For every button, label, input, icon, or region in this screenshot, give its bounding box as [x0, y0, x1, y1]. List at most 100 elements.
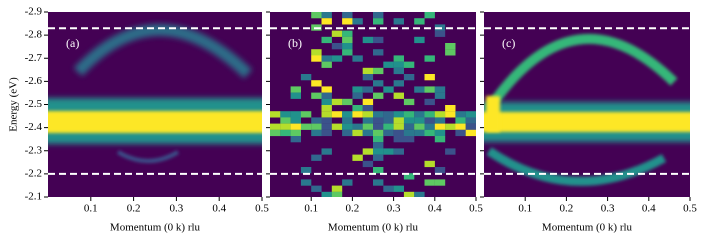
- map-cell: [290, 129, 301, 137]
- map-cell: [424, 55, 435, 62]
- map-cell: [352, 86, 363, 93]
- map-cell: [311, 80, 322, 87]
- y-tick-label: -2.8: [25, 29, 43, 41]
- y-tick-label: -2.4: [25, 121, 43, 133]
- map-cell: [311, 92, 322, 99]
- map-cell: [321, 191, 332, 197]
- x-tick-label: 0.4: [212, 203, 226, 215]
- map-cell: [383, 148, 394, 155]
- map-cell: [465, 117, 476, 124]
- x-tick-label: 0.3: [601, 203, 615, 215]
- map-cell: [393, 136, 404, 143]
- map-cell: [342, 117, 353, 124]
- map-cell: [465, 111, 476, 118]
- map-cell: [331, 55, 343, 62]
- x-tick-label: 0.5: [255, 203, 269, 215]
- map-cell: [393, 18, 404, 25]
- map-cell: [331, 123, 343, 130]
- map-cell: [362, 105, 374, 112]
- map-cell: [290, 136, 301, 143]
- map-cell: [403, 123, 415, 130]
- map-cell: [373, 167, 384, 174]
- x-tick-label: 0.3: [170, 203, 184, 215]
- map-cell: [362, 86, 374, 93]
- map-cell: [414, 191, 425, 197]
- map-cell: [434, 129, 446, 137]
- map-cell: [393, 67, 404, 75]
- map-cell: [311, 154, 322, 161]
- map-cell: [445, 148, 456, 155]
- map-cell: [445, 123, 456, 130]
- map-cell: [393, 55, 404, 62]
- map-cell: [321, 92, 332, 99]
- map-cell: [383, 86, 394, 93]
- map-cell: [311, 117, 322, 124]
- y-tick-label: -2.2: [25, 167, 42, 179]
- map-cell: [342, 49, 353, 56]
- map-cell: [290, 117, 301, 124]
- map-cell: [414, 111, 425, 118]
- map-cell: [465, 129, 476, 137]
- map-cell: [321, 111, 332, 118]
- map-cell: [331, 98, 343, 106]
- map-cell: [352, 18, 363, 25]
- map-cell: [373, 92, 384, 99]
- map-cell: [403, 61, 415, 68]
- map-cell: [362, 98, 374, 106]
- map-cell: [270, 111, 281, 118]
- map-cell: [311, 185, 322, 192]
- map-cell: [321, 55, 332, 62]
- y-tick-label: -2.1: [25, 191, 42, 203]
- x-tick-label: 0.5: [683, 203, 697, 215]
- map-cell: [445, 105, 456, 112]
- map-cell: [362, 123, 374, 130]
- map-cell: [331, 191, 343, 197]
- map-cell: [373, 123, 384, 130]
- panel-c-map: [484, 12, 690, 197]
- map-cell: [393, 148, 404, 155]
- x-axis-label: Momentum (0 k) rlu: [542, 222, 633, 234]
- map-cell: [331, 111, 343, 118]
- map-cell: [383, 61, 394, 68]
- map-cell: [352, 123, 363, 130]
- map-cell: [321, 36, 332, 44]
- map-cell: [321, 117, 332, 124]
- x-tick-label: 0.2: [127, 203, 141, 215]
- map-cell: [342, 123, 353, 130]
- map-cell: [434, 136, 446, 143]
- map-cell: [434, 117, 446, 124]
- map-cell: [455, 111, 466, 118]
- map-cell: [373, 80, 384, 87]
- map-cell: [393, 61, 404, 68]
- map-cell: [424, 123, 435, 130]
- map-cell: [424, 129, 435, 137]
- map-cell: [300, 74, 312, 81]
- map-cell: [311, 12, 322, 19]
- map-cell: [331, 30, 343, 37]
- x-tick-label: 0.2: [346, 203, 360, 215]
- map-cell: [321, 12, 332, 19]
- x-tick-label: 0.5: [469, 203, 483, 215]
- map-cell: [352, 55, 363, 62]
- x-tick-label: 0.1: [518, 203, 532, 215]
- map-cell: [403, 173, 415, 180]
- map-cell: [280, 117, 291, 124]
- map-cell: [290, 86, 301, 93]
- panel-label: (b): [288, 36, 302, 50]
- map-cell: [403, 111, 415, 118]
- map-cell: [373, 129, 384, 137]
- map-cell: [465, 123, 476, 130]
- map-cell: [455, 129, 466, 137]
- map-cell: [331, 185, 343, 192]
- map-cell: [393, 92, 404, 99]
- map-cell: [383, 117, 394, 124]
- map-cell: [321, 105, 332, 112]
- map-cell: [280, 123, 291, 130]
- map-cell: [342, 12, 353, 19]
- map-cell: [352, 92, 363, 99]
- map-cell: [352, 129, 363, 137]
- map-cell: [403, 117, 415, 124]
- map-cell: [321, 61, 332, 68]
- map-cell: [424, 117, 435, 124]
